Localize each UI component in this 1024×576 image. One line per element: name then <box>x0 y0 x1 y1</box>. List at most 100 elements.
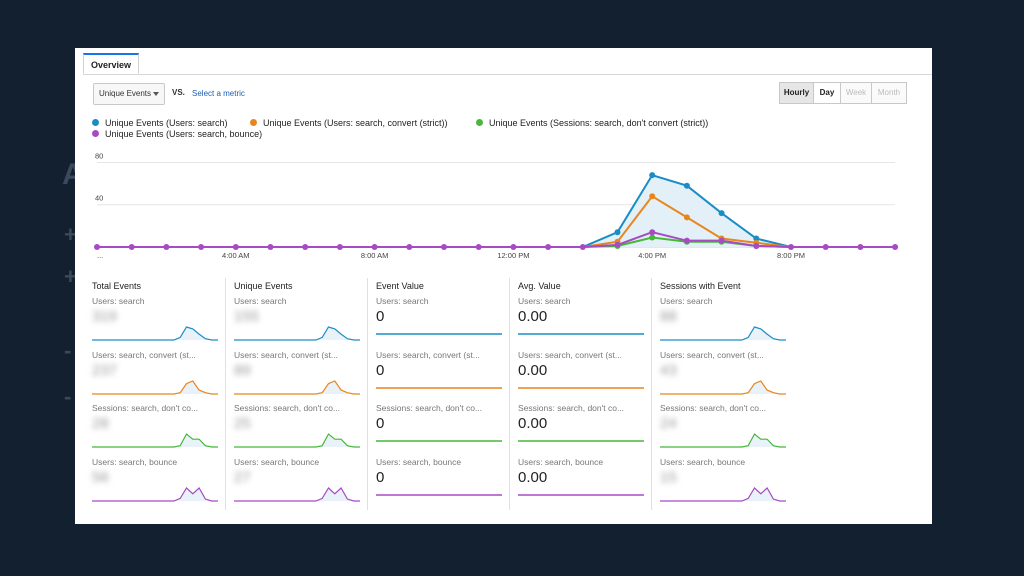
metric-row[interactable]: Users: search, bounce 56 <box>85 457 225 510</box>
legend-dot-icon <box>92 119 99 126</box>
metric-row[interactable]: Users: search 155 <box>227 296 367 349</box>
sparkline-area <box>92 327 218 340</box>
metric-row[interactable]: Users: search, bounce 0.00 <box>511 457 651 510</box>
sparkline <box>518 333 644 335</box>
y-tick-label: 40 <box>95 194 103 203</box>
metric-row[interactable]: Sessions: search, don't co... 28 <box>85 403 225 456</box>
metric-row-label: Sessions: search, don't co... <box>92 403 199 413</box>
data-point <box>718 237 725 244</box>
x-tick-label: ... <box>97 251 103 260</box>
data-point <box>788 244 794 250</box>
data-point <box>371 244 378 250</box>
metric-dropdown[interactable]: Unique Events <box>93 83 165 105</box>
legend-label: Unique Events (Users: search, convert (s… <box>263 118 448 128</box>
metric-row[interactable]: Sessions: search, don't co... 0 <box>369 403 509 456</box>
metric-row-label: Users: search, bounce <box>660 456 746 467</box>
metric-value: 155 <box>234 308 260 325</box>
metric-row-label: Users: search <box>660 296 713 306</box>
metric-row[interactable]: Sessions: search, don't co... 0.00 <box>511 403 651 456</box>
sparkline <box>92 379 218 395</box>
sparkline-line <box>660 379 786 395</box>
sparkline-line <box>92 486 218 502</box>
metric-value: 0 <box>376 415 385 432</box>
sparkline <box>660 326 786 341</box>
sparkline <box>234 379 360 395</box>
metric-value: 89 <box>234 361 251 379</box>
metric-row[interactable]: Users: search 0 <box>369 296 509 349</box>
legend-label: Unique Events (Users: search, bounce) <box>105 129 263 139</box>
metric-column-title: Avg. Value <box>518 281 561 291</box>
metric-row[interactable]: Users: search, convert (st... 43 <box>653 350 793 403</box>
metric-row[interactable]: Sessions: search, don't co... 24 <box>653 403 793 456</box>
metric-value: 15 <box>660 468 677 486</box>
sparkline-area <box>660 380 786 394</box>
sparkline <box>376 333 502 335</box>
data-point <box>649 229 656 236</box>
metric-row[interactable]: Users: search, convert (st... 0 <box>369 350 509 403</box>
metric-row[interactable]: Users: search, convert (st... 237 <box>85 350 225 403</box>
data-point <box>683 237 690 244</box>
data-point <box>822 244 829 250</box>
legend-item-users-search-convert[interactable]: Unique Events (Users: search, convert (s… <box>250 118 448 128</box>
background-decoration: + <box>64 264 77 289</box>
metric-row-label: Users: search <box>376 296 429 306</box>
chevron-down-icon <box>153 92 159 96</box>
data-point <box>857 244 864 250</box>
metric-row-label: Users: search, convert (st... <box>376 349 480 360</box>
x-tick-label: 8:00 AM <box>361 251 389 260</box>
vs-label: VS. <box>172 88 185 97</box>
sparkline-line <box>234 326 360 341</box>
metric-value: 0.00 <box>518 361 548 379</box>
data-point <box>614 241 621 248</box>
metric-column: Unique Events Users: search 155 Users: sear… <box>227 278 368 510</box>
sparkline-line <box>92 433 218 448</box>
background-decoration: - <box>64 338 72 363</box>
metric-row-label: Users: search, bounce <box>376 456 462 467</box>
metric-row[interactable]: Users: search 319 <box>85 296 225 349</box>
metric-value: 88 <box>660 308 677 325</box>
sparkline-line <box>660 486 786 502</box>
metric-row[interactable]: Users: search 88 <box>653 296 793 349</box>
hourly-button[interactable]: Hourly <box>779 82 814 104</box>
select-metric-link[interactable]: Select a metric <box>192 89 245 98</box>
metric-row[interactable]: Sessions: search, don't co... 25 <box>227 403 367 456</box>
metric-row[interactable]: Users: search, bounce 0 <box>369 457 509 510</box>
data-point <box>510 244 517 250</box>
series-area <box>97 175 896 247</box>
sparkline <box>518 386 644 389</box>
metric-row[interactable]: Users: search 0.00 <box>511 296 651 349</box>
sparkline <box>234 326 360 341</box>
data-point <box>892 244 899 250</box>
sparkline <box>234 433 360 448</box>
x-tick-label: 4:00 PM <box>638 251 666 260</box>
metric-row[interactable]: Users: search, convert (st... 89 <box>227 350 367 403</box>
metric-row[interactable]: Users: search, convert (st... 0.00 <box>511 350 651 403</box>
sparkline <box>92 486 218 502</box>
legend-item-users-search[interactable]: Unique Events (Users: search) <box>92 118 228 128</box>
sparkline <box>376 386 502 389</box>
tab-overview[interactable]: Overview <box>83 53 140 74</box>
sparkline <box>92 326 218 341</box>
sparkline-area <box>92 380 218 394</box>
metric-row-label: Sessions: search, don't co... <box>234 403 341 413</box>
metric-row-label: Sessions: search, don't co... <box>660 403 767 413</box>
data-point <box>475 244 482 250</box>
metric-value: 237 <box>92 361 118 379</box>
metric-row-label: Sessions: search, don't co... <box>518 403 625 413</box>
legend-item-users-search-bounce[interactable]: Unique Events (Users: search, bounce) <box>92 129 262 139</box>
legend-item-sessions-dont-convert[interactable]: Unique Events (Sessions: search, don't c… <box>476 118 708 128</box>
metric-value: 25 <box>234 415 251 432</box>
metric-row[interactable]: Users: search, bounce 27 <box>227 457 367 510</box>
day-button[interactable]: Day <box>813 82 841 104</box>
data-point <box>683 214 690 221</box>
data-point <box>649 193 656 200</box>
metric-row[interactable]: Users: search, bounce 15 <box>653 457 793 510</box>
metric-value: 0 <box>376 361 385 379</box>
sparkline-area <box>660 434 786 447</box>
metric-row-label: Users: search, convert (st... <box>234 349 338 360</box>
sparkline-line <box>234 379 360 395</box>
metric-value: 0.00 <box>518 415 548 432</box>
data-point <box>128 244 135 250</box>
month-button[interactable]: Month <box>871 82 907 104</box>
sparkline-area <box>660 327 786 340</box>
